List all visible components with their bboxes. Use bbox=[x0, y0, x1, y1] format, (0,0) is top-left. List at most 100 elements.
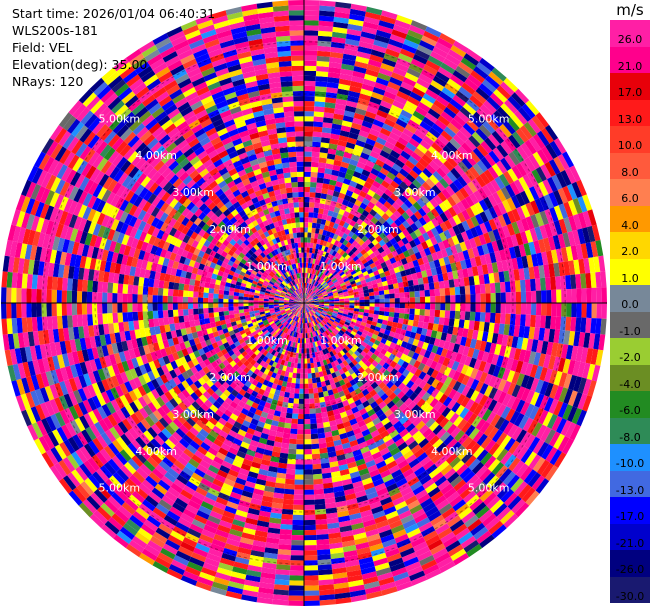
range-gate bbox=[315, 524, 328, 530]
range-gate bbox=[399, 303, 405, 309]
range-gate bbox=[345, 248, 352, 255]
range-gate bbox=[335, 149, 345, 157]
range-gate bbox=[455, 90, 470, 103]
range-gate bbox=[304, 419, 311, 425]
range-gate bbox=[321, 214, 328, 221]
range-gate bbox=[304, 540, 317, 546]
range-gate bbox=[318, 244, 323, 251]
range-gate bbox=[418, 284, 425, 291]
range-gate bbox=[307, 232, 312, 238]
range-gate bbox=[313, 274, 317, 280]
range-gate bbox=[305, 293, 309, 299]
range-gate bbox=[382, 220, 391, 229]
range-gate bbox=[545, 277, 552, 291]
range-gate bbox=[316, 544, 330, 551]
range-gate bbox=[324, 235, 330, 242]
range-gate bbox=[314, 503, 326, 510]
range-gate bbox=[466, 98, 480, 112]
range-gate bbox=[354, 249, 361, 256]
range-gate bbox=[314, 288, 319, 293]
range-gate bbox=[337, 140, 348, 147]
range-gate bbox=[312, 243, 317, 249]
range-gate bbox=[324, 263, 329, 270]
range-gate bbox=[304, 298, 307, 303]
range-gate bbox=[309, 290, 314, 296]
range-gate bbox=[496, 85, 512, 100]
range-gate bbox=[295, 454, 304, 460]
range-gate bbox=[488, 71, 504, 86]
range-gate bbox=[338, 78, 352, 86]
range-gate bbox=[437, 134, 450, 146]
range-gate bbox=[304, 298, 307, 303]
range-gate bbox=[334, 6, 351, 14]
range-gate bbox=[372, 192, 382, 201]
range-gate bbox=[310, 433, 319, 440]
range-gate bbox=[432, 170, 443, 182]
range-gate bbox=[304, 75, 316, 82]
range-gate bbox=[364, 238, 372, 246]
range-gate bbox=[379, 15, 397, 25]
range-gate bbox=[420, 69, 436, 80]
range-gate bbox=[368, 235, 376, 243]
range-gate bbox=[317, 45, 331, 52]
range-gate bbox=[400, 203, 410, 212]
range-gate bbox=[456, 110, 470, 123]
range-gate bbox=[313, 280, 317, 286]
range-gate bbox=[388, 205, 397, 214]
range-gate bbox=[281, 508, 294, 515]
range-gate bbox=[321, 127, 332, 134]
range-gate bbox=[328, 205, 336, 212]
range-gate bbox=[300, 368, 304, 374]
range-gate bbox=[278, 539, 292, 546]
range-gate bbox=[394, 19, 411, 30]
range-gate bbox=[304, 560, 318, 566]
range-gate bbox=[378, 290, 385, 296]
range-gate bbox=[432, 46, 448, 59]
range-gate bbox=[383, 90, 397, 100]
range-gate bbox=[311, 151, 320, 158]
range-gate bbox=[313, 111, 325, 118]
range-gate bbox=[436, 167, 447, 178]
range-gate bbox=[305, 288, 308, 294]
range-gate bbox=[351, 233, 358, 241]
range-gate bbox=[304, 299, 308, 303]
range-gate bbox=[346, 100, 358, 108]
range-gate bbox=[329, 274, 334, 280]
range-gate bbox=[429, 309, 436, 317]
range-gate bbox=[335, 1, 352, 9]
range-gate bbox=[382, 145, 393, 155]
range-gate bbox=[341, 233, 348, 240]
range-gate bbox=[316, 422, 324, 429]
range-gate bbox=[394, 307, 400, 313]
range-gate bbox=[291, 413, 299, 419]
range-gate bbox=[374, 34, 390, 44]
range-gate bbox=[365, 68, 379, 78]
range-gate bbox=[470, 294, 476, 303]
range-gate bbox=[299, 393, 304, 399]
range-gate bbox=[299, 383, 304, 389]
range-gate bbox=[382, 123, 394, 132]
range-gate bbox=[304, 545, 317, 551]
range-gate bbox=[419, 309, 425, 316]
range-gate bbox=[352, 255, 359, 262]
range-gate bbox=[304, 298, 308, 303]
range-gate bbox=[304, 106, 315, 112]
range-gate bbox=[443, 126, 457, 138]
range-gate bbox=[470, 303, 476, 312]
range-gate bbox=[405, 173, 416, 183]
range-gate bbox=[535, 315, 541, 328]
range-gate bbox=[346, 168, 355, 176]
range-gate bbox=[378, 310, 385, 316]
range-gate bbox=[364, 224, 372, 232]
range-gate bbox=[298, 353, 302, 359]
range-gate bbox=[307, 363, 311, 369]
range-gate bbox=[304, 298, 307, 303]
range-gate bbox=[304, 413, 311, 420]
range-gate bbox=[473, 66, 489, 80]
range-gate bbox=[304, 5, 320, 11]
range-gate bbox=[400, 109, 413, 120]
range-gate bbox=[304, 257, 307, 263]
range-gate bbox=[317, 427, 325, 434]
range-gate bbox=[340, 68, 354, 76]
range-gate bbox=[328, 67, 342, 74]
